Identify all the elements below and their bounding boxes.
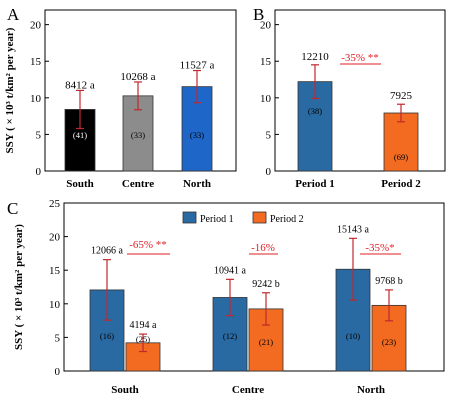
panel-b-count-label-0: (38): [308, 106, 322, 116]
panel-b-change-annotation: -35% **: [341, 52, 379, 64]
panel-b-category-label-1: Period 2: [381, 178, 421, 190]
panel-c-category-label-1: Centre: [232, 384, 264, 396]
panel-a-category-label-2: North: [183, 178, 211, 190]
panel-a-bar-2: [181, 86, 213, 172]
panel-b-ytick-label-0: 0: [266, 166, 272, 178]
panel-a-panel-letter: A: [7, 5, 20, 24]
panel-c-value-label-s0-g1: 10941 a: [214, 265, 247, 276]
panel-a-ytick-label-3: 15: [30, 56, 42, 68]
panel-a-y-axis-label: SSY ( × 10³ t/km² per year): [4, 27, 16, 153]
panel-b-value-label-0: 12210: [301, 51, 329, 63]
panel-b-axes-frame: [274, 9, 446, 172]
panel-c-y-axis-label: SSY ( × 10³ t/km² per year): [13, 224, 25, 350]
panel-b-panel-letter: B: [253, 5, 264, 24]
panel-b-count-label-1: (69): [394, 152, 408, 162]
panel-c-count-label-s1-g1: (21): [259, 337, 273, 347]
panel-a-count-label-2: (33): [190, 130, 204, 140]
panel-a-ytick-label-2: 10: [30, 93, 42, 105]
panel-c-value-label-s1-g0: 4194 a: [130, 320, 158, 331]
panel-a-ytick-label-1: 5: [36, 129, 42, 141]
panel-c-ytick-label-1: 5: [55, 332, 61, 344]
panel-b-bar-1: [383, 112, 419, 172]
panel-c-change-annotation-0: -65% **: [129, 239, 167, 251]
panel-c-legend-label-1: Period 2: [270, 214, 304, 225]
panel-a-count-label-0: (41): [73, 130, 87, 140]
panel-a-category-label-1: Centre: [122, 178, 154, 190]
panel-c-count-label-s1-g2: (23): [382, 337, 396, 347]
panel-c-count-label-s1-g0: (25): [136, 334, 150, 344]
panel-c-legend-label-0: Period 1: [200, 214, 234, 225]
panel-c-legend-swatch-0: [182, 211, 197, 224]
panel-c-value-label-s0-g0: 12066 a: [91, 246, 124, 257]
panel-b-ytick-label-1: 5: [266, 129, 272, 141]
panel-a-value-label-2: 11527 a: [180, 60, 215, 72]
panel-b-category-label-0: Period 1: [295, 178, 334, 190]
panel-a-count-label-1: (33): [131, 130, 145, 140]
panel-c-category-label-0: South: [111, 384, 139, 396]
panel-b-value-label-1: 7925: [390, 90, 413, 102]
panel-c-change-annotation-1: -16%: [251, 242, 275, 254]
panel-a-ytick-label-0: 0: [36, 166, 42, 178]
panel-c-count-label-s0-g2: (10): [346, 331, 360, 341]
panel-c-legend-swatch-1: [252, 211, 267, 224]
panel-c-value-label-s0-g2: 15143 a: [337, 224, 370, 235]
panel-c-ytick-label-4: 20: [49, 232, 61, 244]
panel-c-category-label-2: North: [357, 384, 385, 396]
panel-a-value-label-1: 10268 a: [120, 71, 155, 83]
panel-c-change-annotation-2: -35%*: [365, 242, 394, 254]
panel-a-value-label-0: 8412 a: [65, 79, 95, 91]
panel-c-panel-letter: C: [7, 199, 18, 218]
panel-a-category-label-0: South: [66, 178, 94, 190]
panel-c-ytick-label-0: 0: [55, 366, 61, 378]
panel-b-ytick-label-2: 10: [260, 93, 272, 105]
panel-c-value-label-s1-g2: 9768 b: [375, 276, 403, 287]
panel-c-count-label-s0-g0: (16): [100, 331, 114, 341]
panel-c-ytick-label-5: 25: [49, 198, 61, 210]
panel-a-ytick-label-4: 20: [30, 20, 42, 32]
panel-b-ytick-label-4: 20: [260, 20, 272, 32]
panel-c-ytick-label-3: 15: [49, 265, 61, 277]
panel-c-value-label-s1-g1: 9242 b: [252, 279, 280, 290]
panel-c-count-label-s0-g1: (12): [223, 331, 237, 341]
panel-b-ytick-label-3: 15: [260, 56, 272, 68]
panel-c-ytick-label-2: 10: [49, 299, 61, 311]
